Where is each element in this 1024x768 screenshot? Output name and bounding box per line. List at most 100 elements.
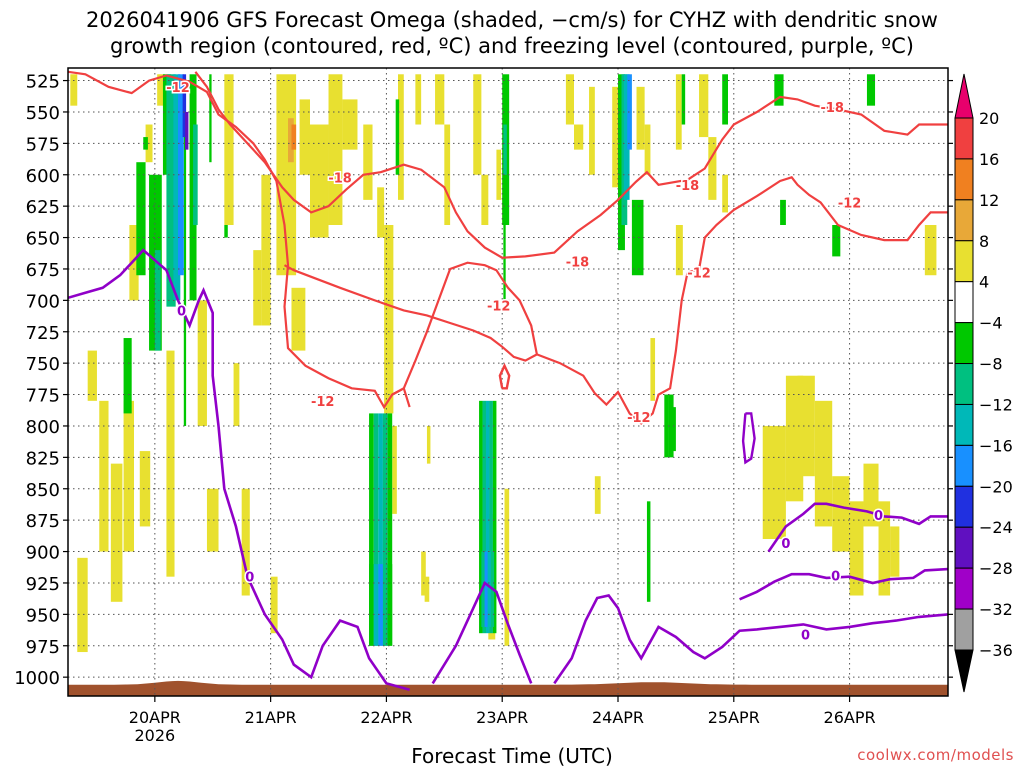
- omega-column-23apr: [492, 400, 497, 634]
- omega-column-22apr: [387, 413, 393, 646]
- x-tick-label: 20APR: [129, 708, 181, 727]
- x-tick-year: 2026: [134, 726, 175, 745]
- axes-layer: 525 550 575 600 625 650 675 700 725 750 775 800 825 8…: [14, 67, 953, 745]
- colorbar-label: 12: [979, 191, 999, 210]
- omega-shade-patch: [143, 137, 148, 150]
- omega-shade-patch: [774, 74, 784, 106]
- y-tick-label: 725: [26, 323, 60, 344]
- contour-label: 0: [781, 537, 790, 552]
- chart-title-line-1: 2026041906 GFS Forecast Omega (shaded, −…: [86, 8, 938, 32]
- omega-shade-patch: [288, 118, 294, 163]
- omega-shade-patch: [814, 400, 833, 527]
- y-tick-label: 850: [26, 480, 60, 501]
- omega-shade-patch: [924, 225, 937, 276]
- omega-shade-patch: [574, 124, 584, 150]
- contour-label: -18: [820, 101, 844, 116]
- omega-column-23apr-low: [484, 551, 488, 627]
- omega-column-22apr: [373, 413, 379, 646]
- omega-shade-patch: [261, 174, 271, 326]
- omega-shade-patch: [384, 225, 394, 414]
- colorbar-label: −4: [979, 314, 1003, 333]
- terrain-band: [68, 680, 948, 696]
- omega-shade-patch: [87, 350, 97, 401]
- y-tick-label: 800: [26, 417, 60, 438]
- omega-shade-patch: [589, 86, 595, 175]
- omega-shade-patch: [166, 350, 175, 577]
- colorbar-bin: [954, 240, 974, 283]
- y-tick-label: 550: [26, 103, 60, 124]
- contour-label: -18: [676, 179, 700, 194]
- plot-frame: [67, 67, 949, 697]
- colorbar-label: −36: [979, 641, 1013, 660]
- colorbar-bin: [954, 322, 974, 365]
- omega-column-22apr-low: [382, 564, 388, 646]
- omega-shade-patch: [415, 74, 422, 125]
- colorbar-label: −8: [979, 355, 1003, 374]
- y-tick-label: 925: [26, 574, 60, 595]
- omega-shade-patch: [890, 526, 900, 577]
- omega-shade-patch: [291, 287, 306, 351]
- omega-shade-patch: [206, 488, 219, 552]
- omega-shade-patch: [310, 124, 329, 238]
- colorbar-bin: [954, 526, 974, 569]
- omega-shade-patch: [780, 199, 786, 225]
- isotherm-minus12: [68, 70, 411, 410]
- freezing-level-0c: [68, 248, 410, 691]
- contour-label: -12: [687, 267, 711, 282]
- isotherm-minus18: [194, 71, 948, 259]
- omega-shade-patch: [832, 476, 850, 552]
- omega-shade-patch: [136, 162, 146, 276]
- colorbar-label: −32: [979, 600, 1013, 619]
- omega-shade-patch: [612, 86, 618, 188]
- y-tick-label: 975: [26, 637, 60, 658]
- colorbar-bin: [954, 117, 974, 160]
- colorbar-label: −28: [979, 559, 1013, 578]
- colorbar-bin: [954, 608, 974, 651]
- colorbar-bin: [954, 403, 974, 446]
- omega-shade-patch: [209, 74, 212, 163]
- omega-shade-patch: [849, 501, 864, 596]
- x-tick-label: 25APR: [708, 708, 760, 727]
- omega-column-23apr: [486, 400, 490, 634]
- omega-shade-patch: [398, 74, 404, 200]
- omega-shade-patch: [299, 99, 310, 175]
- omega-column-22apr: [382, 413, 388, 646]
- omega-column-22apr-low: [373, 564, 379, 646]
- omega-column-23apr: [489, 400, 493, 634]
- omega-shade-patch: [722, 74, 728, 125]
- colorbar-label: −20: [979, 477, 1013, 496]
- omega-shade-patch: [594, 476, 601, 514]
- contour-label: -12: [487, 299, 511, 314]
- contour-label: -12: [838, 196, 862, 211]
- y-tick-label: 600: [26, 166, 60, 187]
- y-tick-label: 825: [26, 448, 60, 469]
- omega-shade-patch: [328, 74, 343, 225]
- colorbar-bin: [954, 199, 974, 242]
- x-axis-label: Forecast Time (UTC): [411, 744, 613, 768]
- omega-shade-patch: [481, 174, 489, 225]
- omega-shade-patch: [636, 86, 645, 150]
- omega-shade-patch: [342, 99, 358, 150]
- omega-shade-patch: [565, 74, 574, 125]
- omega-shade-patch: [197, 300, 207, 426]
- omega-shade-patch: [154, 250, 161, 351]
- omega-shade-patch: [473, 74, 482, 175]
- colorbar-bin: [954, 444, 974, 487]
- omega-shade-patch: [99, 400, 109, 552]
- colorbar-label: −24: [979, 518, 1013, 537]
- omega-shade-patch: [70, 74, 78, 106]
- omega-shade-patch: [182, 74, 187, 138]
- freezing-level-0c: [767, 502, 948, 553]
- omega-shade-patch: [627, 74, 632, 150]
- contour-label: 0: [874, 509, 883, 524]
- contour-label: -18: [328, 171, 352, 186]
- colorbar-label: 16: [979, 150, 999, 169]
- omega-column-24apr: [668, 394, 674, 458]
- omega-shade-patch: [503, 124, 507, 175]
- omega-shade-patch: [708, 137, 717, 200]
- freezing-level-island: [498, 362, 511, 390]
- omega-shade-patch: [233, 363, 240, 426]
- omega-shade-patch: [224, 225, 228, 238]
- omega-shade-patch: [224, 74, 234, 225]
